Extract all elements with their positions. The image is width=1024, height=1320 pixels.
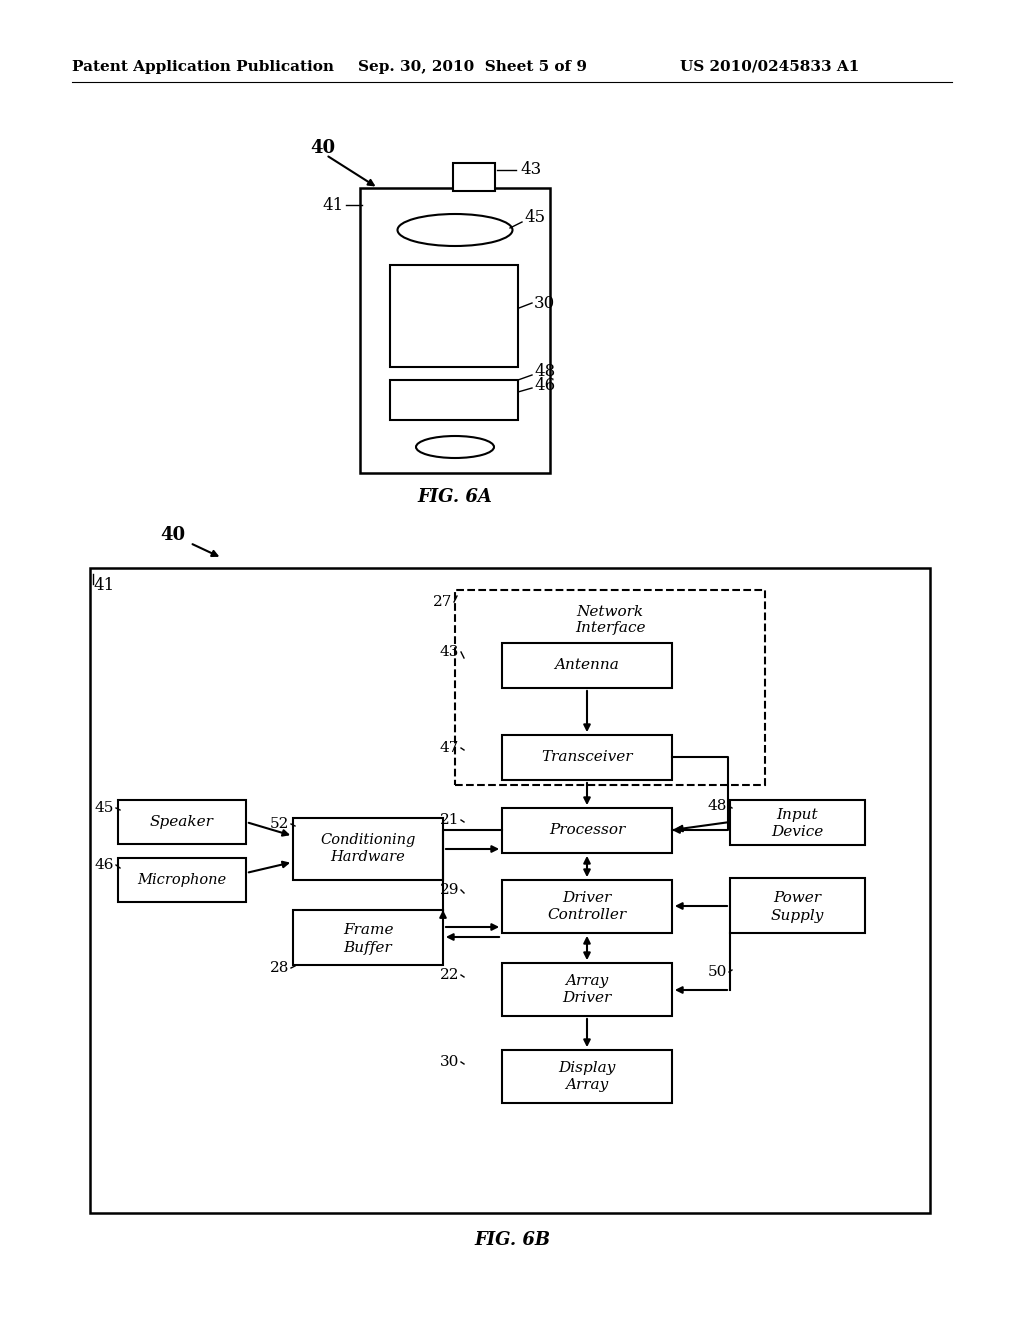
Text: FIG. 6A: FIG. 6A — [418, 488, 493, 506]
Text: Array: Array — [565, 1078, 608, 1092]
Text: Patent Application Publication: Patent Application Publication — [72, 59, 334, 74]
Text: Buffer: Buffer — [344, 941, 392, 954]
Bar — [730, 878, 865, 933]
Bar — [502, 808, 672, 853]
Text: 21: 21 — [439, 813, 459, 828]
Text: Antenna: Antenna — [555, 657, 620, 672]
Text: Input: Input — [776, 808, 818, 822]
Bar — [502, 880, 672, 933]
Bar — [502, 1049, 672, 1104]
Text: 40: 40 — [310, 139, 335, 157]
Text: 28: 28 — [269, 961, 289, 975]
Text: Network: Network — [577, 605, 643, 619]
Ellipse shape — [397, 214, 512, 246]
Bar — [455, 590, 765, 785]
Bar — [502, 643, 672, 688]
Bar — [293, 818, 443, 880]
Text: 45: 45 — [524, 210, 545, 227]
Text: Conditioning: Conditioning — [321, 833, 416, 847]
Bar — [360, 187, 550, 473]
Text: 50: 50 — [708, 965, 727, 979]
Text: 30: 30 — [439, 1055, 459, 1069]
Text: Transceiver: Transceiver — [542, 750, 633, 764]
Text: 27: 27 — [432, 595, 452, 609]
Text: Driver: Driver — [562, 991, 611, 1005]
Bar — [453, 162, 495, 191]
Ellipse shape — [416, 436, 494, 458]
Text: 48: 48 — [708, 799, 727, 813]
Bar — [390, 380, 518, 420]
Bar — [502, 735, 672, 780]
Text: Microphone: Microphone — [137, 873, 226, 887]
Bar — [118, 858, 246, 902]
Text: 45: 45 — [94, 801, 114, 814]
Text: 41: 41 — [93, 577, 115, 594]
Text: Display: Display — [558, 1061, 615, 1074]
Text: 47: 47 — [439, 741, 459, 755]
Text: FIG. 6B: FIG. 6B — [474, 1232, 550, 1249]
Text: Sep. 30, 2010  Sheet 5 of 9: Sep. 30, 2010 Sheet 5 of 9 — [358, 59, 587, 74]
Text: 52: 52 — [269, 817, 289, 832]
Bar — [118, 800, 246, 843]
Text: Device: Device — [771, 825, 823, 840]
Bar — [730, 800, 865, 845]
Text: 41: 41 — [323, 197, 344, 214]
Text: 43: 43 — [520, 161, 542, 178]
Text: 40: 40 — [160, 525, 185, 544]
Text: Hardware: Hardware — [331, 850, 406, 865]
Bar — [390, 265, 518, 367]
Text: 22: 22 — [439, 968, 459, 982]
Bar — [90, 568, 930, 1213]
Text: Frame: Frame — [343, 923, 393, 937]
Text: 43: 43 — [439, 645, 459, 659]
Text: US 2010/0245833 A1: US 2010/0245833 A1 — [680, 59, 859, 74]
Bar — [293, 909, 443, 965]
Text: Controller: Controller — [548, 908, 627, 921]
Text: 30: 30 — [534, 294, 555, 312]
Text: Power: Power — [773, 891, 821, 906]
Text: Interface: Interface — [574, 620, 645, 635]
Text: Speaker: Speaker — [151, 814, 214, 829]
Text: 48: 48 — [534, 363, 555, 380]
Text: Processor: Processor — [549, 822, 625, 837]
Text: 29: 29 — [439, 883, 459, 898]
Text: Supply: Supply — [770, 909, 823, 923]
Text: Array: Array — [565, 974, 608, 987]
Text: Driver: Driver — [562, 891, 611, 906]
Text: 46: 46 — [94, 858, 114, 873]
Text: 46: 46 — [534, 376, 555, 393]
Bar — [502, 964, 672, 1016]
